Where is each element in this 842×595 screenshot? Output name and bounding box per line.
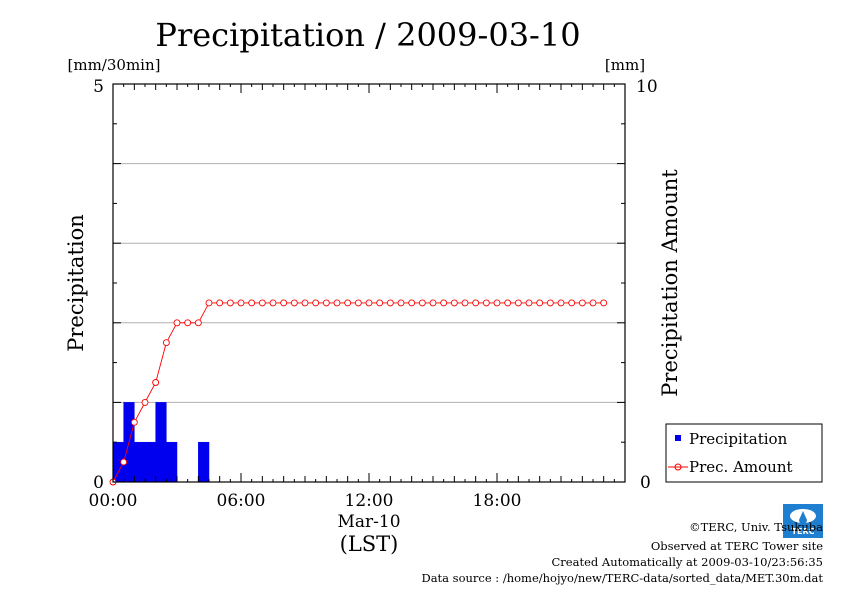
amount-point [162,339,170,347]
amount-point [226,299,234,307]
x-tick-label: 00:00 [89,491,138,511]
amount-point [290,299,298,307]
right-axis-unit: [mm] [605,56,645,74]
legend-amount-label: Prec. Amount [689,458,793,476]
amount-point [312,299,320,307]
terc-logo-drop-icon [799,511,807,524]
amount-point [557,299,565,307]
amount-point [365,299,373,307]
amount-point [450,299,458,307]
amount-point [301,299,309,307]
amount-point [589,299,597,307]
amount-point [152,379,160,386]
left-tick-max: 5 [93,77,104,97]
precipitation-bars [112,402,210,483]
amount-point [237,299,245,307]
plot-frame [112,83,626,483]
amount-point [440,299,448,307]
amount-point [514,299,522,307]
amount-point [525,299,533,307]
amount-point [418,299,426,307]
amount-point [322,299,330,307]
right-tick-min: 0 [640,473,651,493]
amount-point [344,299,352,307]
x-timezone-label: (LST) [340,532,399,556]
amount-point [333,299,341,307]
amount-point [205,299,213,307]
amount-point [546,299,554,307]
axis-ticks [112,83,626,483]
terc-logo-text: TERC [792,527,815,536]
legend-box [665,423,823,483]
amount-point [461,299,469,307]
precipitation-bar [144,441,156,483]
amount-point [568,299,576,307]
amount-point [472,299,480,307]
credit-observed: Observed at TERC Tower site [651,539,823,553]
amount-point [482,299,490,307]
right-tick-max: 10 [636,77,658,97]
precipitation-bar [198,441,210,483]
credit-created: Created Automatically at 2009-03-10/23:5… [552,555,824,569]
amount-point [600,299,608,307]
amount-point [397,299,405,307]
legend-amount-marker [674,463,682,471]
credit-source: Data source : /home/hojyo/new/TERC-data/… [421,571,823,585]
amount-point [386,299,394,307]
x-tick-label: 06:00 [217,491,266,511]
amount-point [258,299,266,307]
legend-precipitation-label: Precipitation [689,430,788,448]
left-tick-min: 0 [93,473,104,493]
right-axis-title: Precipitation Amount [658,169,682,397]
x-date-label: Mar-10 [337,512,400,532]
precipitation-bar [155,402,167,483]
amount-point [269,299,277,307]
legend-precipitation-swatch [675,435,681,441]
amount-point [429,299,437,307]
precipitation-bar [134,441,146,483]
precipitation-bar [166,441,178,483]
amount-point [504,299,512,307]
amount-point [248,299,256,307]
x-tick-labels: 00:00 06:00 12:00 18:00 [89,491,522,511]
amount-point [578,299,586,307]
amount-point [280,299,288,307]
amount-point [536,299,544,307]
amount-point [376,299,384,307]
gridlines [113,163,625,403]
chart-title: Precipitation / 2009-03-10 [155,16,580,54]
amount-point [141,398,149,406]
amount-line [112,302,604,483]
amount-point [216,299,224,307]
precipitation-amount-line [109,299,608,486]
x-tick-label: 12:00 [345,491,394,511]
amount-point [354,299,362,307]
amount-point [130,418,138,426]
amount-point [493,299,501,307]
amount-point [408,299,416,307]
credit-copyright: ©TERC, Univ. Tsukuba [689,520,823,534]
amount-point [194,319,202,327]
amount-point [120,458,128,466]
amount-point [184,319,192,327]
left-axis-title: Precipitation [64,214,88,352]
terc-logo: TERC [783,504,823,538]
legend: Precipitation Prec. Amount [665,423,823,483]
left-axis-unit: [mm/30min] [68,56,161,74]
amount-point [173,319,181,327]
x-tick-label: 18:00 [473,491,522,511]
